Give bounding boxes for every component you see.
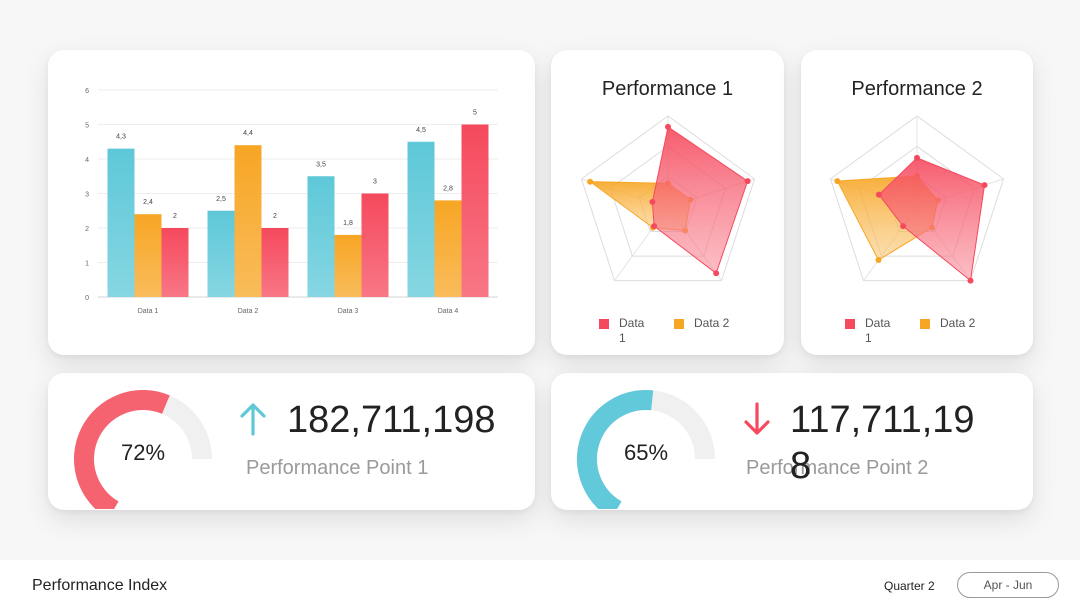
kpi-card-performance-point-1: 72% 182,711,198 Performance Point 1 xyxy=(48,373,535,510)
legend-swatch xyxy=(920,319,930,329)
footer-bar: Performance Index Quarter 2 Apr - Jun xyxy=(0,560,1080,608)
radar-point xyxy=(713,270,720,277)
legend-label: Data 2 xyxy=(694,316,730,330)
bar-value-label: 2,5 xyxy=(216,196,226,203)
bar-chart-card: 0 1 2 3 4 5 6 4,3 2,4 2 Data 1 2,5 4,4 2 Data 2 3,5 1,8 3… xyxy=(48,50,535,355)
gauge-fill xyxy=(74,390,170,509)
bar-value-label: 4,3 xyxy=(116,134,126,141)
kpi-label: Performance Point 2 xyxy=(746,457,929,479)
radar-point xyxy=(834,178,841,185)
radar-title: Performance 1 xyxy=(601,78,734,100)
bar xyxy=(361,193,389,297)
bar xyxy=(334,234,362,297)
radar-chart xyxy=(580,115,756,282)
bar-chart: 0 1 2 3 4 5 6 4,3 2,4 2 Data 1 2,5 4,4 2 Data 2 3,5 1,8 3… xyxy=(85,88,498,315)
y-tick-label: 4 xyxy=(85,157,89,164)
x-tick-label: Data 4 xyxy=(438,308,459,315)
dashboard-area: 0 1 2 3 4 5 6 4,3 2,4 2 Data 1 2,5 4,4 2 Data 2 3,5 1,8 3… xyxy=(48,50,1033,510)
radar-legend: Data 1 Data 2 xyxy=(801,316,1033,356)
radar-point xyxy=(665,123,671,130)
radar-series-area xyxy=(878,157,986,282)
radar-title: Performance 2 xyxy=(851,78,983,100)
legend-label: Data 1 xyxy=(619,316,645,345)
bar xyxy=(161,228,189,297)
y-tick-label: 1 xyxy=(85,261,89,268)
x-tick-label: Data 1 xyxy=(138,308,159,315)
radar-point xyxy=(587,178,594,185)
kpi-value: 117,711,198 xyxy=(790,399,975,487)
y-tick-label: 6 xyxy=(85,88,89,95)
radar-chart xyxy=(829,115,1005,284)
bar xyxy=(134,214,162,297)
gauge-percent-label: 65% xyxy=(623,440,669,465)
bar-value-label: 4,4 xyxy=(243,130,253,137)
radar-point xyxy=(875,257,882,264)
radar-grid-ring xyxy=(580,115,756,282)
x-tick-label: Data 3 xyxy=(338,308,359,315)
bar xyxy=(107,148,135,297)
y-tick-label: 3 xyxy=(85,192,89,199)
radar-point xyxy=(967,277,974,284)
radar-point xyxy=(744,178,751,185)
quarter-label: Quarter 2 xyxy=(884,579,935,593)
progress-gauge xyxy=(74,390,212,509)
radar-point xyxy=(649,198,656,205)
arrow-up-icon xyxy=(240,403,266,436)
bar xyxy=(434,200,462,297)
legend-label: Data 2 xyxy=(940,316,976,330)
radar-series-area xyxy=(651,126,749,275)
kpi-value: 182,711,198 xyxy=(287,399,496,441)
radar-legend: Data 1 Data 2 xyxy=(551,316,784,356)
gauge-percent-label: 72% xyxy=(120,440,166,465)
bar xyxy=(307,176,335,297)
kpi-card-performance-point-2: 65% Performance Point 2 117,711,198 xyxy=(551,373,1033,510)
bar-value-label: 1,8 xyxy=(343,220,353,227)
y-tick-label: 0 xyxy=(85,295,89,302)
bar-value-label: 4,5 xyxy=(416,127,426,134)
legend-swatch xyxy=(599,319,609,329)
bar-value-label: 5 xyxy=(473,110,477,117)
radar-card-performance-1: Performance 1 Data 1 Data 2 xyxy=(551,50,784,355)
date-range-button[interactable]: Apr - Jun xyxy=(957,572,1059,598)
bar xyxy=(261,228,289,297)
bar-value-label: 2 xyxy=(273,213,277,220)
radar-point xyxy=(875,191,882,198)
bar xyxy=(407,141,435,297)
bar xyxy=(234,145,262,297)
bar-value-label: 3 xyxy=(373,179,377,186)
y-tick-label: 5 xyxy=(85,123,89,130)
radar-grid-ring xyxy=(829,115,1005,282)
radar-card-performance-2: Performance 2 Data 1 Data 2 xyxy=(801,50,1033,355)
bar-value-label: 3,5 xyxy=(316,161,326,168)
legend-label: Data 1 xyxy=(865,316,891,345)
page-title: Performance Index xyxy=(32,577,168,594)
radar-point xyxy=(981,182,988,189)
gauge-fill xyxy=(577,390,654,509)
radar-point xyxy=(900,223,907,230)
progress-gauge xyxy=(577,390,715,509)
radar-point xyxy=(651,223,658,230)
bar-value-label: 2 xyxy=(173,213,177,220)
legend-swatch xyxy=(845,319,855,329)
arrow-down-icon xyxy=(744,402,770,435)
y-tick-label: 2 xyxy=(85,226,89,233)
kpi-label: Performance Point 1 xyxy=(246,457,429,479)
bar-value-label: 2,8 xyxy=(443,185,453,192)
bar-value-label: 2,4 xyxy=(143,199,153,206)
legend-swatch xyxy=(674,319,684,329)
bar xyxy=(461,124,489,297)
radar-point xyxy=(914,154,920,161)
bar xyxy=(207,210,235,297)
x-tick-label: Data 2 xyxy=(238,308,259,315)
